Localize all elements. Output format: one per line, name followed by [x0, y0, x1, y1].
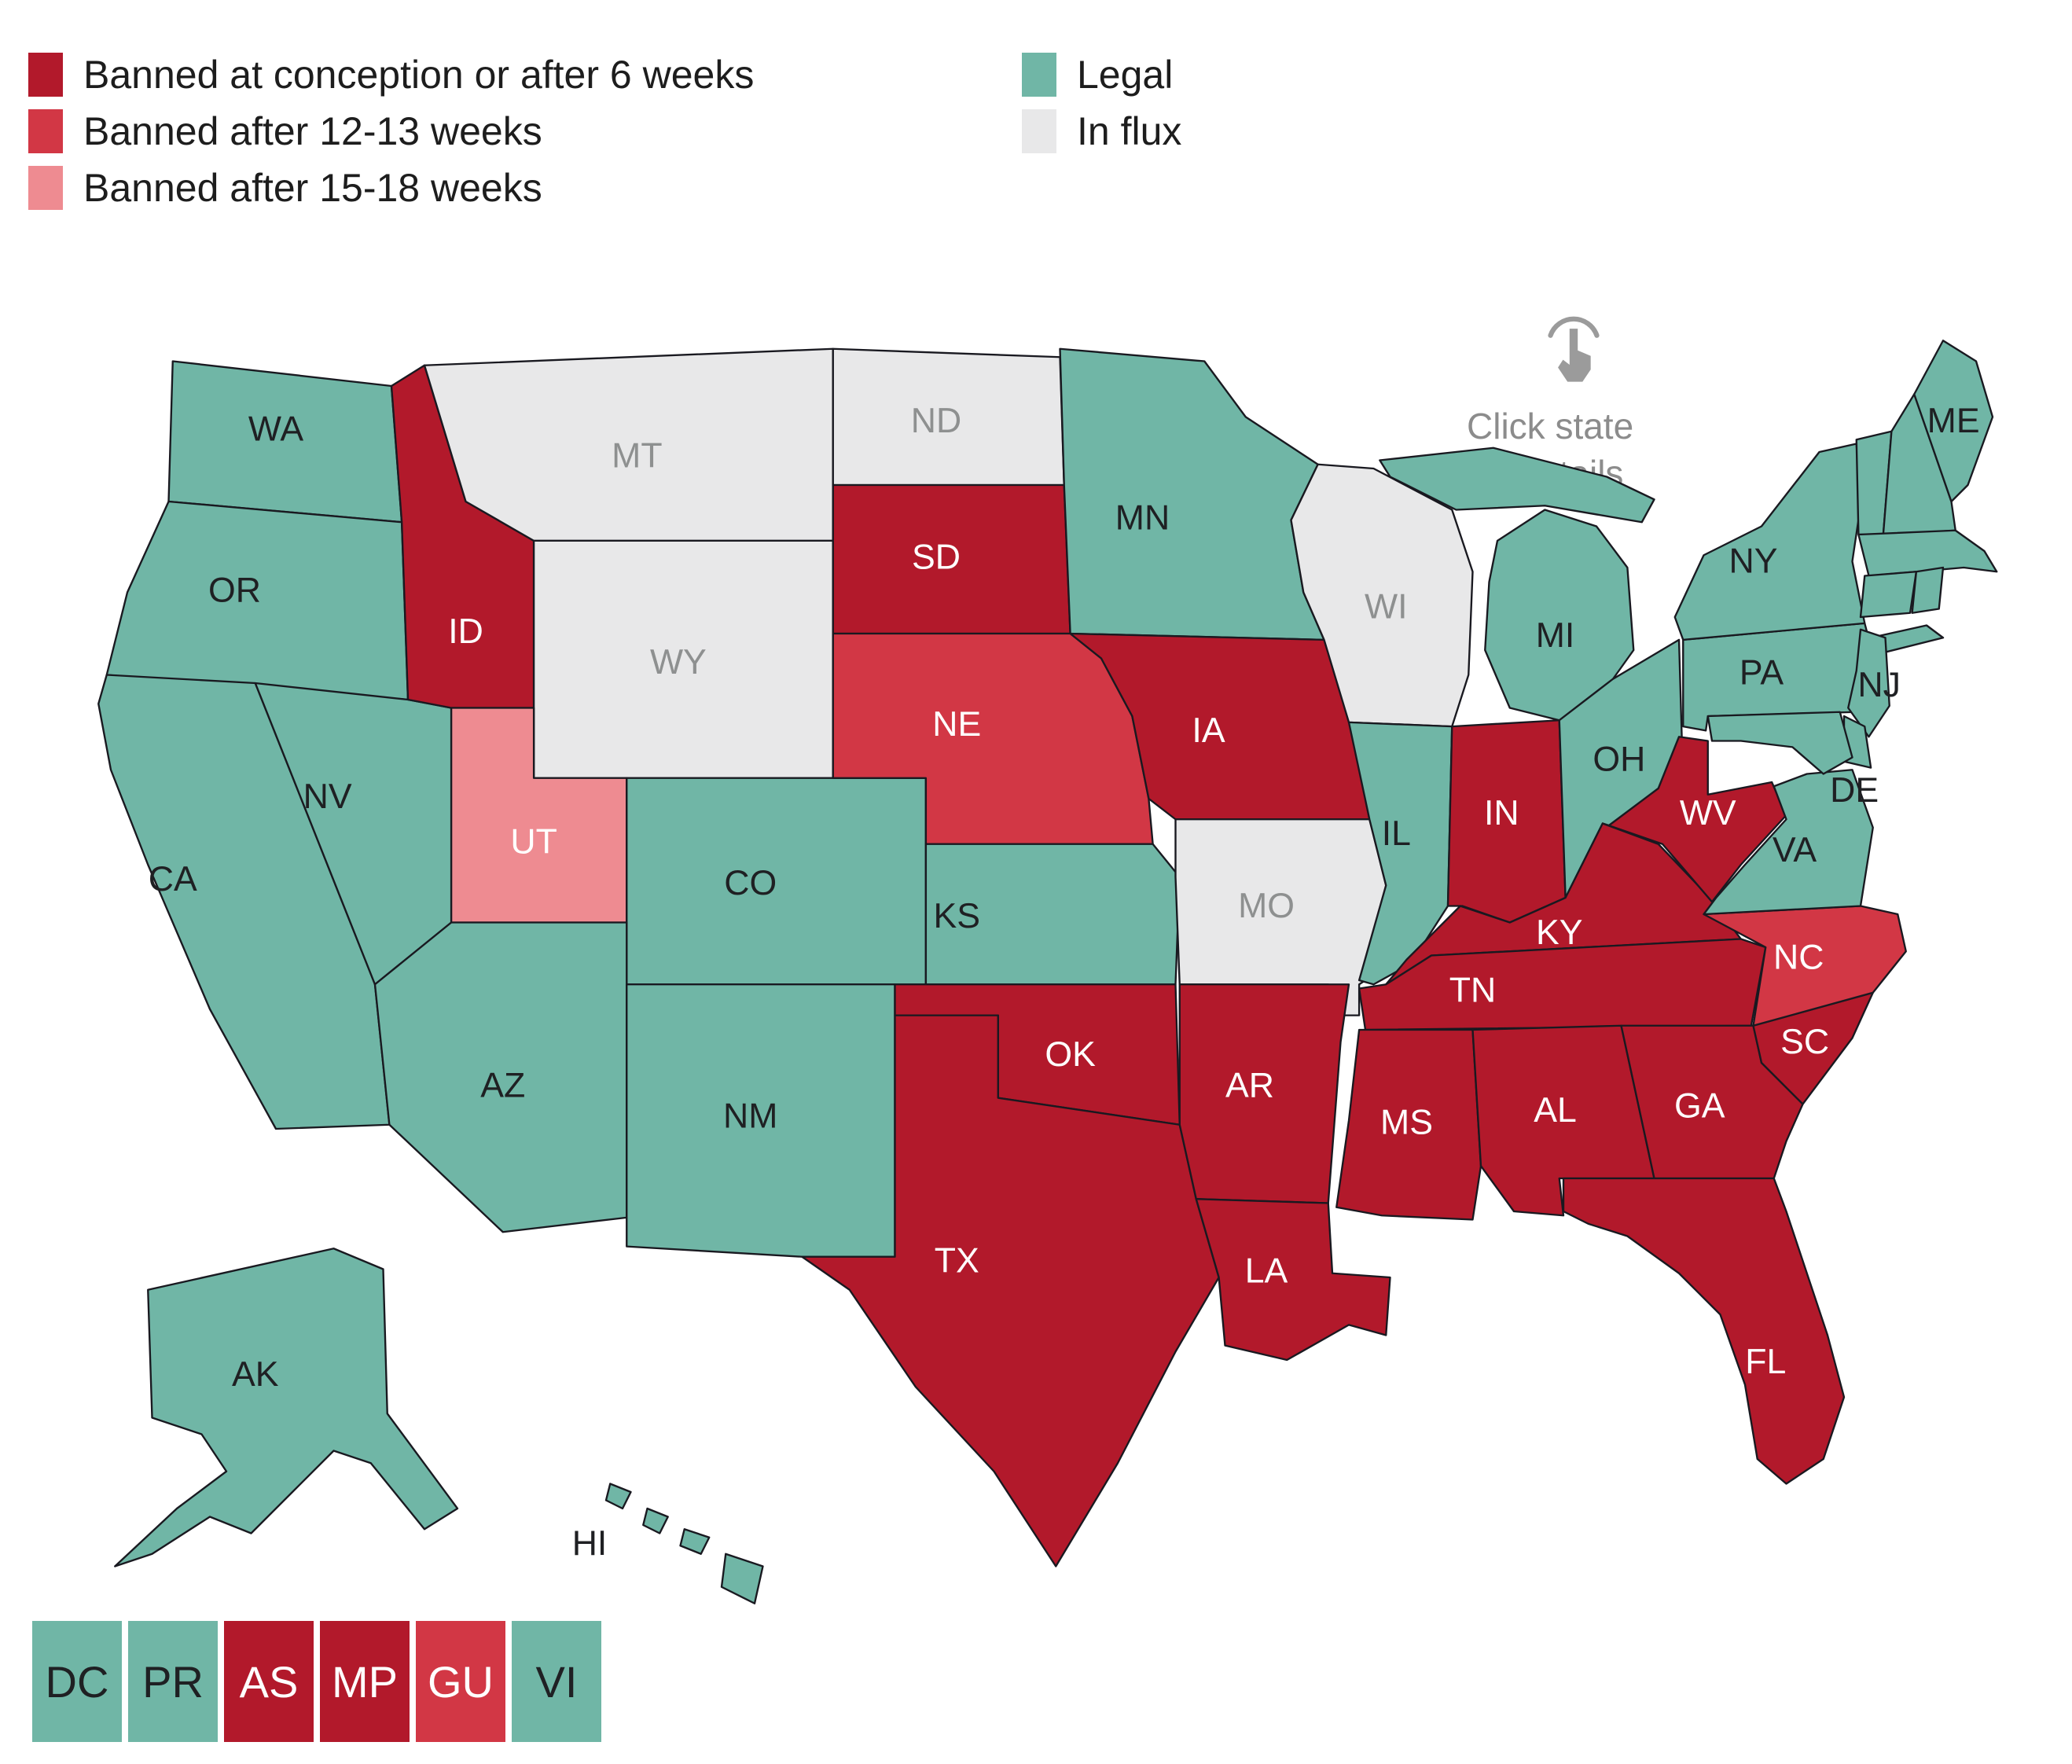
state-label-mn: MN — [1115, 498, 1170, 537]
state-hi[interactable] — [604, 1483, 632, 1510]
state-label-hi: HI — [572, 1524, 608, 1563]
legend-label: Banned after 15-18 weeks — [83, 166, 542, 210]
territory-label: AS — [239, 1656, 299, 1707]
state-label-al: AL — [1534, 1091, 1577, 1130]
state-label-ky: KY — [1536, 913, 1583, 952]
state-label-tn: TN — [1449, 972, 1496, 1010]
state-label-pa: PA — [1740, 653, 1784, 692]
legend-swatch-ban15 — [28, 166, 63, 210]
legend-label: Banned after 12-13 weeks — [83, 109, 542, 153]
territory-chip-as[interactable]: AS — [224, 1621, 314, 1742]
state-label-tx: TX — [935, 1241, 979, 1280]
state-hi[interactable] — [679, 1528, 711, 1555]
state-label-or: OR — [208, 571, 261, 609]
state-md[interactable] — [1706, 711, 1853, 775]
state-label-nv: NV — [303, 777, 352, 816]
state-label-mt: MT — [612, 437, 662, 476]
legend-label: Legal — [1077, 53, 1174, 97]
legend-item-influx: In flux — [1022, 108, 1181, 154]
territory-label: VI — [535, 1656, 578, 1707]
territory-chip-vi[interactable]: VI — [512, 1621, 601, 1742]
territory-chip-gu[interactable]: GU — [416, 1621, 505, 1742]
state-label-ia: IA — [1192, 711, 1225, 750]
state-fl[interactable] — [1562, 1177, 1846, 1485]
state-label-de: DE — [1830, 771, 1879, 810]
legend-swatch-legal — [1022, 53, 1056, 97]
state-label-nd: ND — [911, 402, 961, 440]
state-mn[interactable] — [1059, 347, 1325, 641]
territory-label: GU — [428, 1656, 494, 1707]
territory-label: DC — [45, 1656, 109, 1707]
state-label-wa: WA — [248, 410, 303, 449]
legend-swatch-ban6 — [28, 53, 63, 97]
state-label-ak: AK — [232, 1355, 279, 1394]
state-label-ks: KS — [933, 897, 980, 935]
state-va[interactable] — [1703, 769, 1874, 916]
state-label-sc: SC — [1780, 1023, 1829, 1061]
state-label-mo: MO — [1238, 887, 1295, 925]
state-label-va: VA — [1773, 831, 1817, 869]
state-nj[interactable] — [1847, 628, 1890, 738]
state-label-oh: OH — [1593, 741, 1645, 779]
legend-swatch-ban12 — [28, 109, 63, 153]
legend-item-ban6: Banned at conception or after 6 weeks — [28, 52, 754, 97]
state-label-nj: NJ — [1857, 666, 1901, 704]
state-hi[interactable] — [642, 1507, 669, 1534]
state-ri[interactable] — [1911, 566, 1945, 614]
state-label-il: IL — [1382, 814, 1411, 853]
state-label-me: ME — [1927, 402, 1980, 440]
territory-label: PR — [142, 1656, 204, 1707]
state-label-nc: NC — [1773, 939, 1824, 977]
us-map: WA OR CA NV ID MT WY UT CO AZ NM ND SD NE KS OK TX MN IA MO… — [97, 340, 1998, 1604]
state-label-wv: WV — [1680, 794, 1736, 832]
hand-cursor-icon — [1533, 311, 1615, 402]
state-label-sd: SD — [912, 538, 961, 576]
state-label-ny: NY — [1729, 542, 1778, 581]
state-label-ar: AR — [1225, 1066, 1274, 1104]
territory-chip-mp[interactable]: MP — [320, 1621, 410, 1742]
state-ct[interactable] — [1859, 571, 1918, 619]
state-label-ms: MS — [1380, 1104, 1433, 1142]
state-label-la: LA — [1245, 1252, 1288, 1291]
state-label-mi: MI — [1536, 616, 1575, 655]
state-label-wi: WI — [1365, 587, 1408, 626]
state-ak[interactable] — [114, 1248, 459, 1567]
state-hi[interactable] — [720, 1553, 764, 1604]
state-label-ut: UT — [510, 823, 557, 862]
state-label-id: ID — [448, 612, 483, 651]
legend-swatch-influx — [1022, 109, 1056, 153]
state-mi[interactable] — [1379, 447, 1655, 524]
state-label-nm: NM — [723, 1097, 777, 1136]
state-label-ok: OK — [1045, 1035, 1096, 1074]
state-label-ne: NE — [932, 705, 981, 744]
state-wv[interactable] — [1607, 736, 1787, 903]
state-tx[interactable] — [801, 1014, 1220, 1567]
state-label-wy: WY — [650, 643, 707, 682]
state-label-fl: FL — [1745, 1343, 1786, 1381]
legend-label: Banned at conception or after 6 weeks — [83, 53, 755, 97]
state-label-co: CO — [724, 864, 777, 902]
state-nc[interactable] — [1703, 905, 1907, 1027]
territory-chips: DC PR AS MP GU VI — [32, 1621, 601, 1742]
state-label-in: IN — [1484, 794, 1519, 832]
legend-item-legal: Legal — [1022, 52, 1173, 97]
territory-chip-pr[interactable]: PR — [128, 1621, 218, 1742]
legend-item-ban12: Banned after 12-13 weeks — [28, 108, 542, 154]
state-me[interactable] — [1913, 340, 1994, 503]
state-la[interactable] — [1195, 1198, 1391, 1362]
state-az[interactable] — [373, 921, 628, 1233]
annotation-line1: Click state — [1467, 406, 1634, 447]
territory-chip-dc[interactable]: DC — [32, 1621, 122, 1742]
territory-label: MP — [332, 1656, 398, 1707]
legend-label: In flux — [1077, 109, 1182, 153]
legend-item-ban15: Banned after 15-18 weeks — [28, 165, 542, 211]
state-label-az: AZ — [480, 1066, 525, 1104]
state-label-ga: GA — [1674, 1087, 1725, 1126]
state-label-ca: CA — [149, 860, 197, 899]
state-nh[interactable] — [1882, 393, 1956, 536]
